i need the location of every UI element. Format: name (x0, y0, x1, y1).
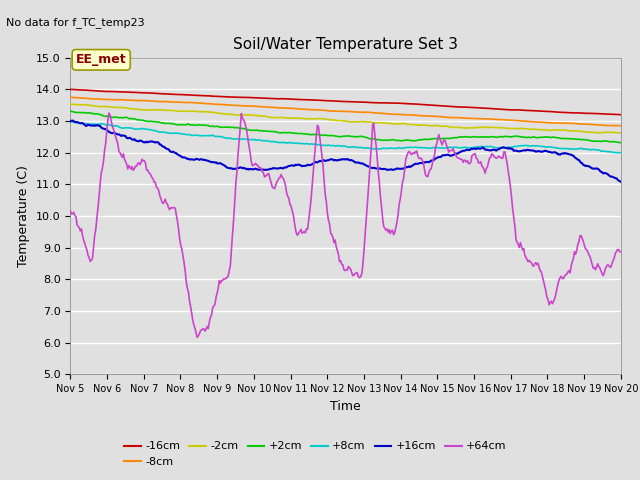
Y-axis label: Temperature (C): Temperature (C) (17, 165, 30, 267)
Legend: -16cm, -8cm, -2cm, +2cm, +8cm, +16cm, +64cm: -16cm, -8cm, -2cm, +2cm, +8cm, +16cm, +6… (120, 437, 511, 471)
Text: EE_met: EE_met (76, 53, 127, 66)
Title: Soil/Water Temperature Set 3: Soil/Water Temperature Set 3 (233, 37, 458, 52)
Text: No data for f_TC_temp23: No data for f_TC_temp23 (6, 17, 145, 28)
X-axis label: Time: Time (330, 400, 361, 413)
